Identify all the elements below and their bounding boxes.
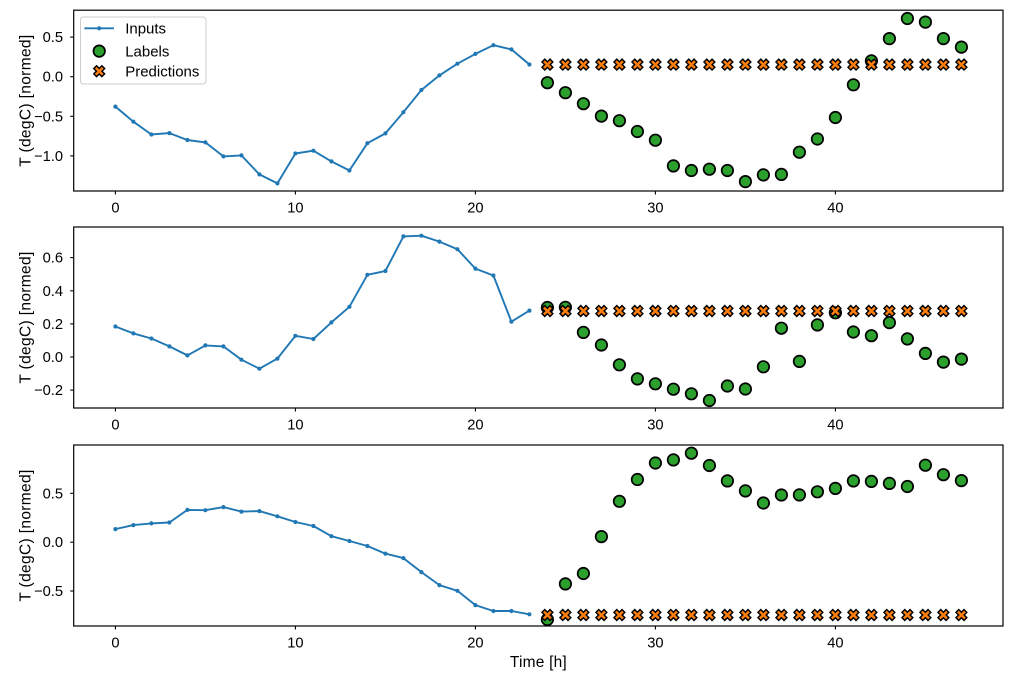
svg-text:Labels: Labels [125,43,169,60]
svg-text:Time [h]: Time [h] [510,654,567,671]
svg-text:−0.5: −0.5 [34,109,63,125]
svg-text:0: 0 [111,417,119,433]
svg-text:−0.5: −0.5 [34,584,63,600]
svg-text:10: 10 [287,635,303,651]
svg-text:−1.0: −1.0 [34,149,63,165]
svg-text:10: 10 [287,200,303,216]
svg-text:0.0: 0.0 [43,535,63,551]
svg-text:Inputs: Inputs [125,21,166,38]
svg-text:0.0: 0.0 [43,70,63,86]
svg-text:40: 40 [827,417,843,433]
svg-text:0: 0 [111,635,119,651]
svg-text:0.5: 0.5 [43,486,63,502]
svg-text:0.5: 0.5 [43,30,63,46]
svg-text:20: 20 [467,200,483,216]
svg-text:40: 40 [827,635,843,651]
svg-text:T (degC) [normed]: T (degC) [normed] [18,251,35,383]
svg-text:0.4: 0.4 [43,284,63,300]
svg-text:20: 20 [467,417,483,433]
svg-text:20: 20 [467,635,483,651]
svg-text:Predictions: Predictions [125,63,199,80]
svg-text:30: 30 [647,635,663,651]
svg-text:T (degC) [normed]: T (degC) [normed] [18,469,35,601]
svg-text:30: 30 [647,200,663,216]
svg-text:30: 30 [647,417,663,433]
svg-text:−0.2: −0.2 [34,383,63,399]
svg-text:40: 40 [827,200,843,216]
svg-text:10: 10 [287,417,303,433]
svg-text:0.0: 0.0 [43,350,63,366]
svg-text:0: 0 [111,200,119,216]
svg-text:T (degC) [normed]: T (degC) [normed] [18,34,35,166]
svg-text:0.6: 0.6 [43,251,63,267]
svg-text:0.2: 0.2 [43,317,63,333]
